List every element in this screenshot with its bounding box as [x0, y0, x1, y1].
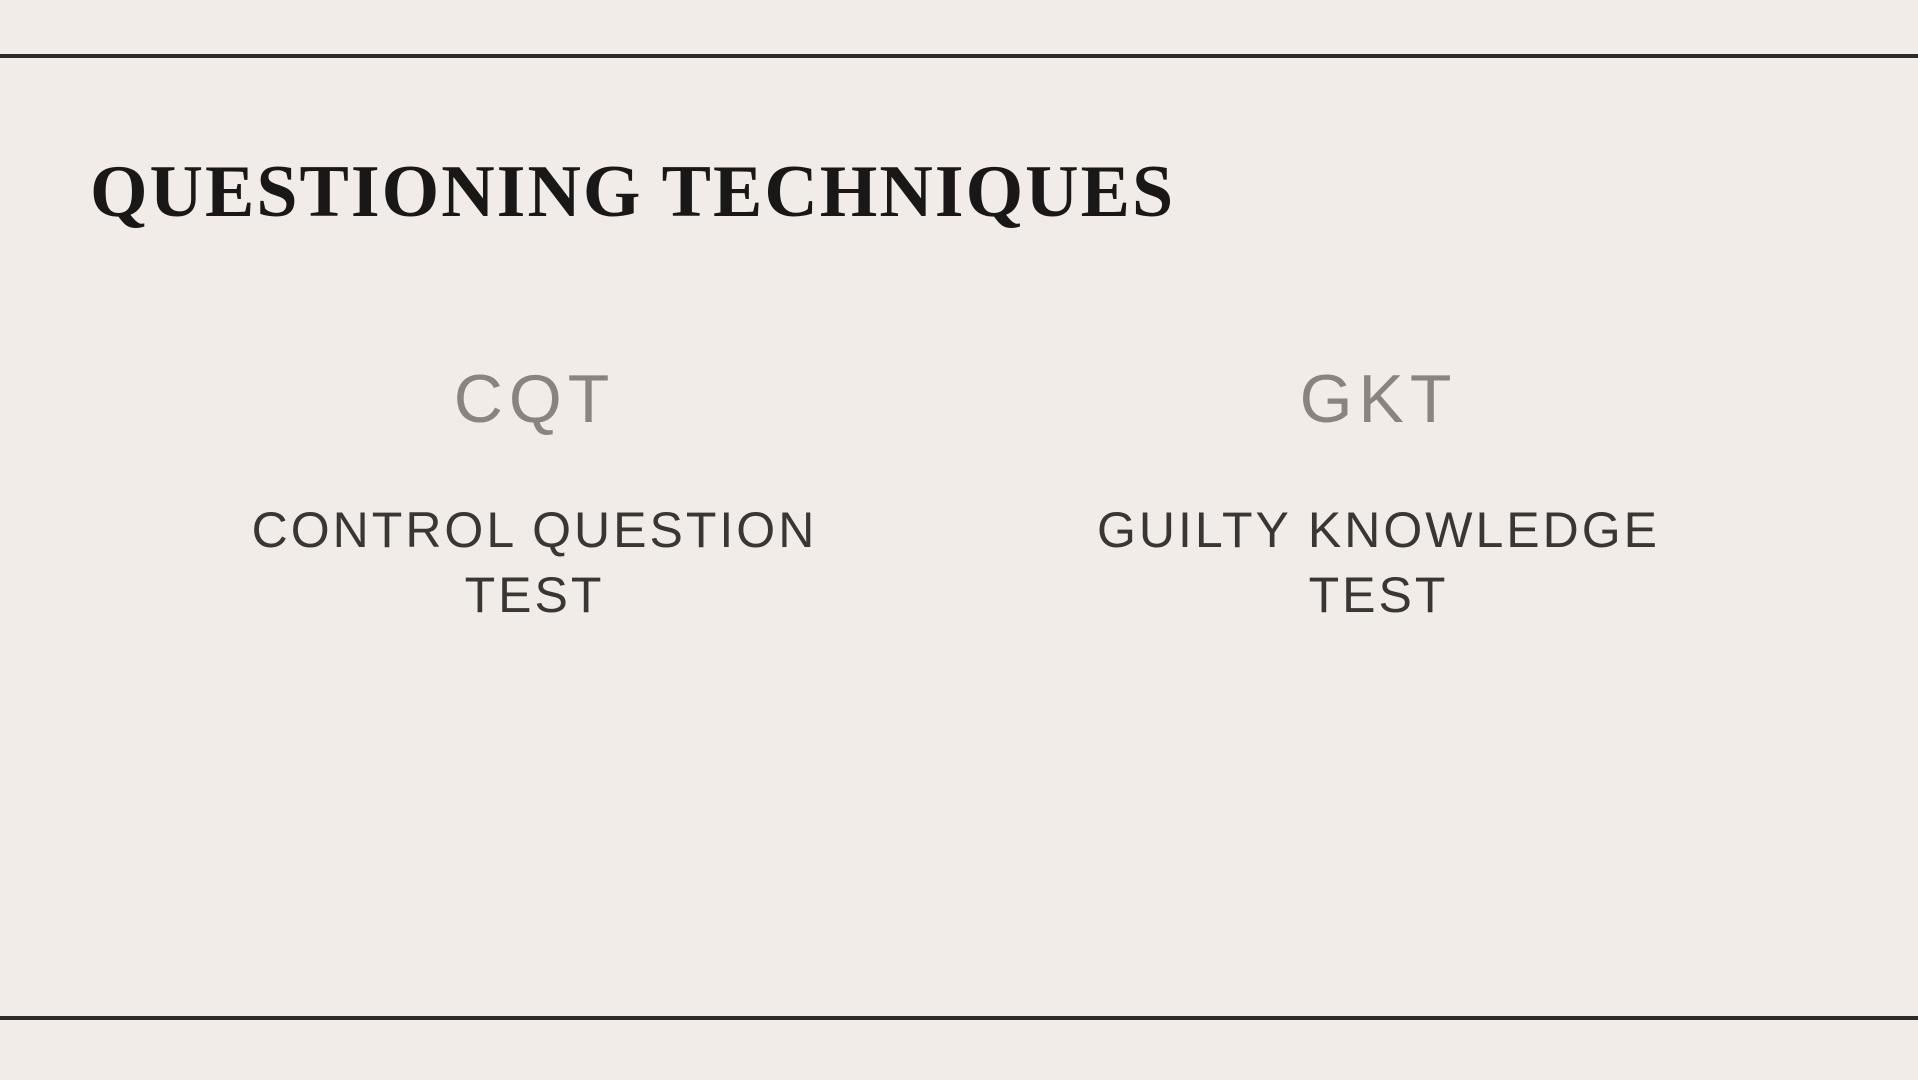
bottom-horizontal-rule — [0, 1016, 1918, 1020]
fullname-cqt: CONTROL QUESTION TEST — [252, 498, 818, 628]
acronym-gkt: GKT — [1300, 360, 1458, 438]
column-cqt: CQT CONTROL QUESTION TEST — [0, 360, 959, 628]
fullname-gkt: GUILTY KNOWLEDGE TEST — [1097, 498, 1660, 628]
slide-title: QUESTIONING TECHNIQUES — [90, 150, 1175, 235]
columns-container: CQT CONTROL QUESTION TEST GKT GUILTY KNO… — [0, 360, 1918, 628]
column-gkt: GKT GUILTY KNOWLEDGE TEST — [959, 360, 1918, 628]
acronym-cqt: CQT — [454, 360, 616, 438]
top-horizontal-rule — [0, 54, 1918, 58]
